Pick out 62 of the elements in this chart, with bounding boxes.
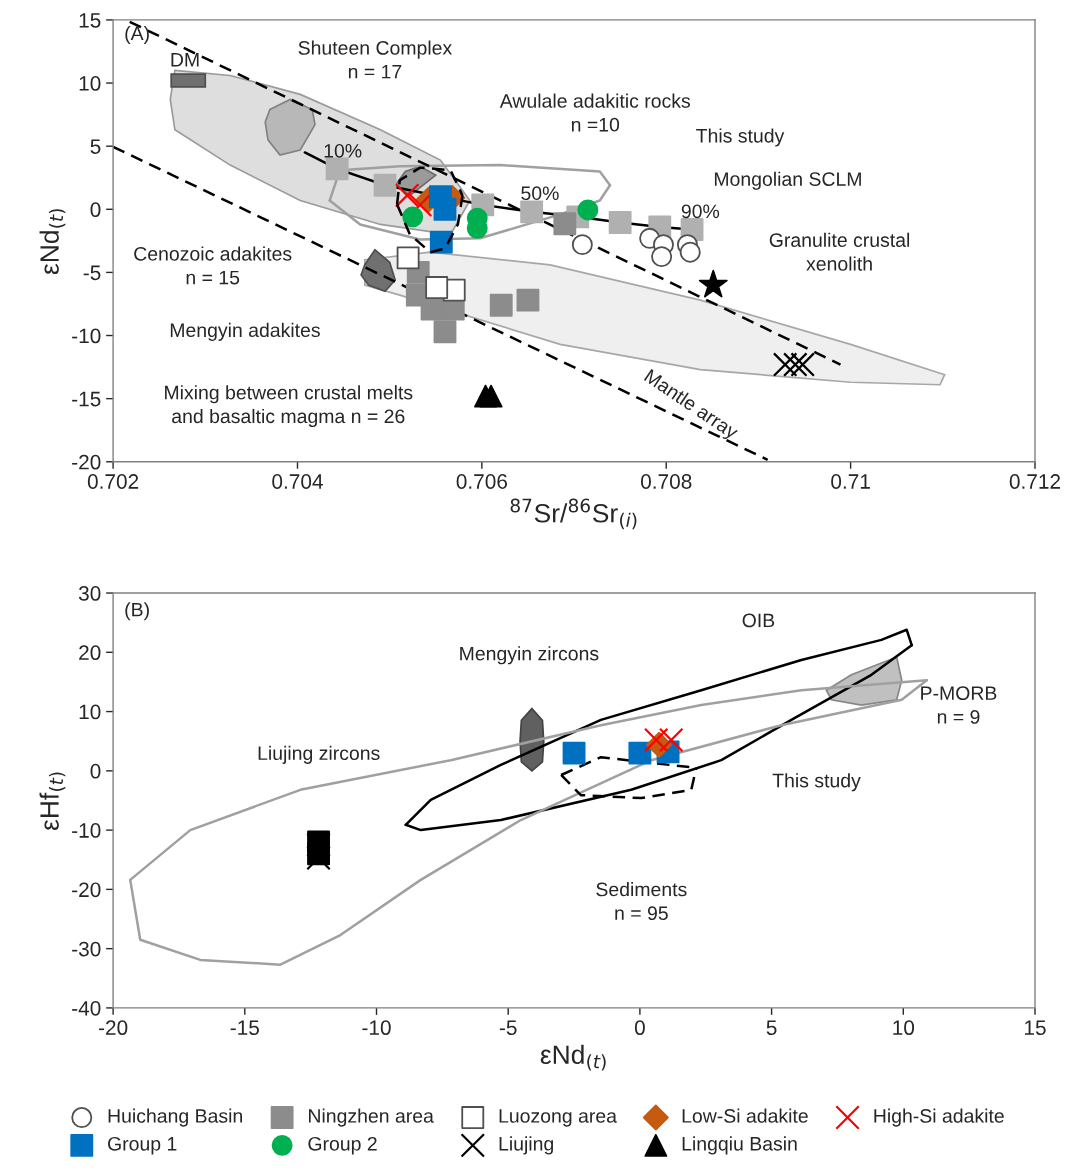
x-tick-label: -5 xyxy=(499,1020,517,1036)
annotation: (B) xyxy=(125,602,149,621)
y-tick-label: -10 xyxy=(72,328,101,344)
y-tick-label: 15 xyxy=(79,13,101,28)
x-tick-label: -10 xyxy=(362,1020,391,1036)
annotation: (A) xyxy=(125,25,149,44)
annotation: Cenozoic adakites n = 15 xyxy=(134,246,292,285)
annotation: Liujing zircons xyxy=(258,745,380,764)
y-tick-label: -40 xyxy=(72,1000,101,1016)
x-tick-label: 0.71 xyxy=(831,474,870,489)
annotation: Sediments n = 95 xyxy=(596,882,687,921)
y-axis-title: εNd$_{(t)}$ xyxy=(39,209,66,275)
x-tick-label: 0.702 xyxy=(87,474,139,489)
annotation: 10% xyxy=(324,143,362,158)
x-axis-title: εNd$_{(t)}$ xyxy=(540,1044,606,1071)
y-tick-label: 0 xyxy=(90,763,101,779)
legend-label: Ningzhen area xyxy=(309,1108,434,1127)
annotation: Shuteen Complex n = 17 xyxy=(298,40,452,79)
x-tick-label: 0 xyxy=(634,1020,645,1036)
y-tick-label: -20 xyxy=(72,454,101,470)
annotation: Mongolian SCLM xyxy=(714,171,861,190)
y-tick-label: -5 xyxy=(83,265,101,281)
y-tick-label: 10 xyxy=(79,704,101,720)
y-tick-label: -15 xyxy=(72,391,101,407)
annotation: Mengyin adakites xyxy=(170,322,320,341)
x-axis-title: $^{87}$Sr/$^{86}$Sr$_{(i)}$ xyxy=(510,498,637,530)
x-tick-label: 0.704 xyxy=(272,474,323,489)
legend-label: Lingqiu Basin xyxy=(682,1136,797,1155)
legend-label: Huichang Basin xyxy=(108,1108,242,1127)
annotation: Mengyin zircons xyxy=(460,646,599,665)
y-axis-title: εHf$_{(t)}$ xyxy=(39,772,66,831)
y-tick-label: -30 xyxy=(72,941,101,957)
annotation: Awulale adakitic rocks n =10 xyxy=(499,93,691,132)
annotation: Mixing between crustal melts and basaltic magma n = 26 xyxy=(165,385,413,428)
annotation: OIB xyxy=(742,613,775,628)
y-tick-label: -10 xyxy=(72,823,101,838)
y-tick-label: -20 xyxy=(72,882,101,898)
annotation: P-MORB n = 9 xyxy=(921,686,997,724)
x-tick-label: 0.708 xyxy=(640,474,692,489)
annotation: This study xyxy=(772,773,861,792)
annotation: DM xyxy=(171,53,199,67)
x-tick-label: 0.706 xyxy=(456,474,508,489)
legend-label: Luozong area xyxy=(499,1109,617,1127)
legend-label: Group 1 xyxy=(108,1136,177,1155)
y-tick-label: 20 xyxy=(79,645,101,661)
x-tick-label: 10 xyxy=(893,1020,915,1036)
y-tick-label: 10 xyxy=(79,76,101,91)
y-tick-label: 30 xyxy=(78,586,101,601)
y-tick-label: 5 xyxy=(90,139,101,154)
annotation: 50% xyxy=(521,186,559,201)
annotation: Granulite crustal xenolith xyxy=(769,232,910,271)
x-tick-label: 0.712 xyxy=(1009,474,1061,489)
legend-label: Group 2 xyxy=(308,1136,377,1155)
legend-label: High-Si adakite xyxy=(874,1108,1004,1127)
annotation: 90% xyxy=(681,204,720,219)
legend-label: Low-Si adakite xyxy=(682,1108,808,1123)
x-tick-label: 5 xyxy=(766,1020,777,1036)
legend-label: Liujing xyxy=(499,1136,553,1155)
annotation: This study xyxy=(696,128,785,147)
y-tick-label: 0 xyxy=(90,202,101,218)
x-tick-label: -15 xyxy=(230,1020,259,1036)
x-tick-label: 15 xyxy=(1024,1020,1046,1036)
